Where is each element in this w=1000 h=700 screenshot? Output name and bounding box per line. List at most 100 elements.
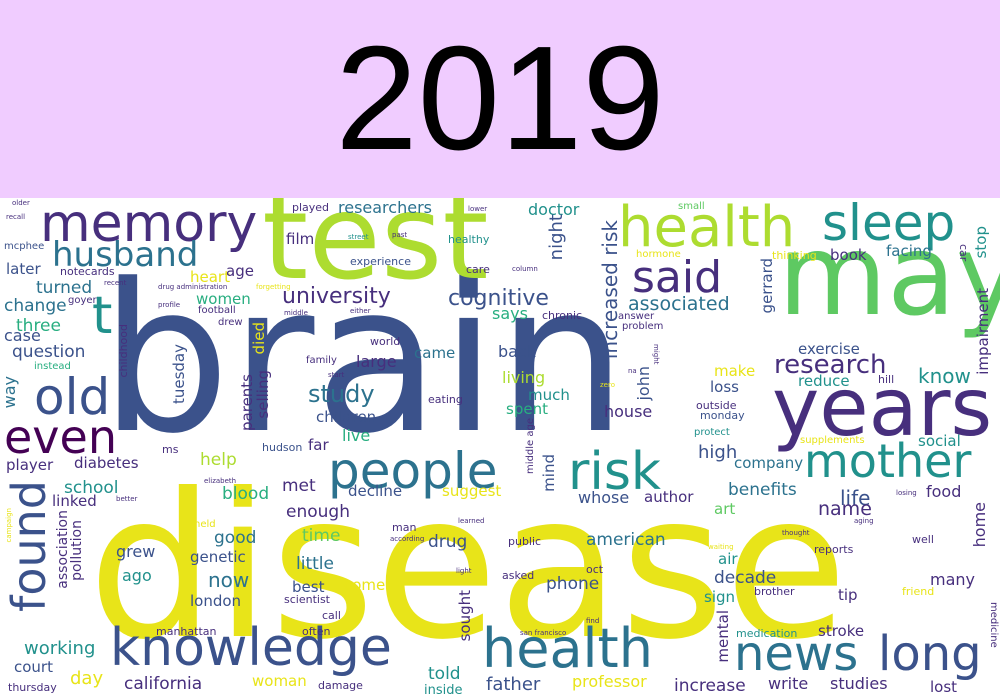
word-people: people [328, 442, 498, 500]
word-woman: woman [252, 672, 307, 690]
word-small: small [678, 201, 705, 212]
word-hudson: hudson [262, 441, 303, 454]
word-zero: zero [600, 381, 615, 389]
word-eating: eating [428, 393, 463, 406]
word-pollution: pollution [69, 520, 85, 581]
word-exercise: exercise [798, 340, 860, 358]
word-court: court [14, 658, 53, 676]
word-help: help [200, 450, 237, 470]
word-whose: whose [578, 488, 630, 507]
word-mother: mother [804, 434, 972, 488]
word-studies: studies [830, 674, 888, 693]
word-impairment: impairment [974, 288, 992, 375]
word-car: car [957, 244, 970, 262]
word-scientist: scientist [284, 593, 330, 606]
word-professor: professor [572, 672, 647, 691]
word-increase: increase [674, 676, 746, 696]
word-turned: turned [36, 278, 93, 298]
word-disease: disease [88, 451, 848, 684]
word-t: t [92, 286, 113, 346]
word-researchers: researchers [338, 198, 432, 217]
word-many: many [930, 570, 975, 589]
word-thinking: thinking [772, 249, 817, 262]
word-facing: facing [886, 242, 932, 260]
word-time: time [302, 526, 341, 546]
word-doctor: doctor [528, 200, 580, 219]
word-profile: profile [158, 301, 181, 309]
word-hormone: hormone [636, 249, 681, 260]
word-years: years [772, 361, 993, 454]
word-player: player [6, 456, 54, 474]
word-campaign: campaign [5, 508, 13, 543]
word-died: died [250, 322, 268, 355]
word-loss: loss [710, 378, 739, 396]
word-increased-risk: increased risk [598, 220, 622, 360]
word-three: three [16, 316, 61, 336]
word-football: football [198, 305, 236, 316]
word-house: house [604, 402, 653, 421]
word-enough: enough [286, 502, 350, 522]
word-long: long [878, 626, 982, 682]
word-past: past [392, 231, 408, 239]
word-knowledge: knowledge [110, 618, 392, 678]
word-book: book [830, 246, 867, 264]
word-later: later [6, 260, 41, 278]
word-brother: brother [754, 585, 795, 598]
word-inside: inside [424, 683, 463, 698]
word-day: day [70, 668, 104, 689]
word-reduce: reduce [798, 372, 850, 390]
word-case: case [4, 326, 41, 345]
word-home: home [970, 502, 989, 548]
word-waiting: waiting [708, 543, 734, 551]
word-came: came [414, 344, 456, 362]
word-may: may [778, 211, 1000, 341]
word-sign: sign [704, 588, 736, 606]
word-back: back [498, 342, 537, 361]
word-far: far [308, 436, 329, 454]
word-lost: lost [930, 678, 958, 696]
word-forgetting: forgetting [256, 283, 291, 291]
word-research: research [774, 350, 887, 380]
word-genetic: genetic [190, 548, 246, 566]
word-decade: decade [714, 568, 777, 588]
word-might: might [652, 344, 660, 365]
word-associated: associated [628, 293, 730, 315]
word-night: night [546, 214, 567, 261]
word-food: food [926, 482, 962, 501]
word-drug: drug [428, 532, 468, 552]
word-health-top: health [618, 198, 796, 260]
word-large: large [356, 352, 397, 371]
word-good: good [214, 528, 257, 548]
word-hill: hill [878, 373, 895, 386]
word-question: question [12, 342, 86, 362]
word-linked: linked [52, 492, 97, 510]
word-mind: mind [540, 454, 558, 492]
word-live: live [342, 426, 371, 445]
word-risk: risk [568, 442, 662, 502]
word-high: high [698, 442, 738, 463]
word-thursday: thursday [8, 681, 57, 694]
word-asked: asked [502, 569, 535, 582]
word-health-bottom: health [482, 617, 653, 680]
word-working: working [24, 638, 96, 659]
word-phone: phone [546, 574, 600, 594]
word-losing: losing [896, 489, 917, 497]
word-tip: tip [838, 586, 858, 604]
word-suggest: suggest [442, 482, 502, 500]
word-even: even [4, 410, 117, 464]
word-husband: husband [52, 235, 199, 275]
word-medication: medication [736, 627, 798, 640]
word-told: told [428, 664, 461, 684]
word-aging: aging [854, 517, 874, 525]
word-association: association [55, 510, 71, 589]
word-university: university [282, 284, 391, 309]
word-goyer: goyer [68, 295, 97, 306]
word-start: start [328, 371, 345, 379]
word-world: world [370, 335, 401, 348]
word-middle: middle [284, 309, 308, 317]
word-much: much [528, 386, 570, 404]
word-reports: reports [814, 543, 854, 556]
word-sought: sought [456, 590, 474, 642]
word-answer: answer [618, 311, 655, 322]
word-test: test [262, 198, 489, 306]
